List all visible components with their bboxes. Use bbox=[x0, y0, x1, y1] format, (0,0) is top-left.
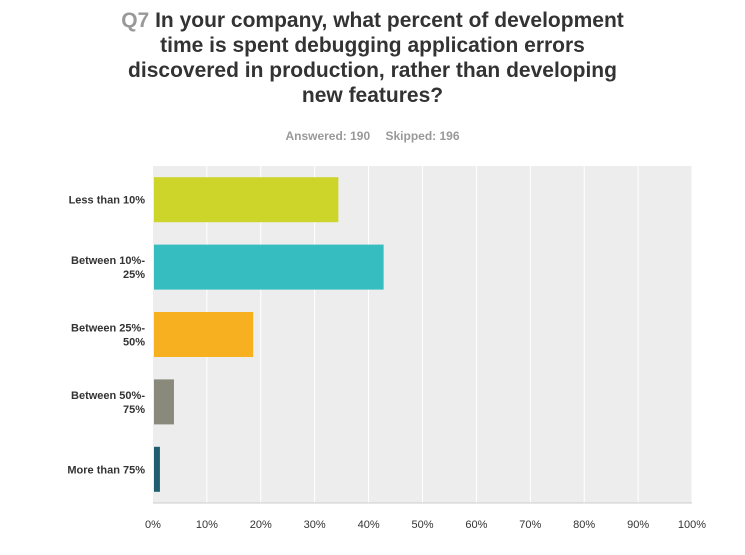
x-tick-label: 30% bbox=[304, 519, 326, 531]
category-label: Between 25%- 50% bbox=[71, 323, 145, 349]
bar bbox=[154, 379, 174, 425]
x-tick-label: 80% bbox=[573, 519, 595, 531]
question-text: In your company, what percent of develop… bbox=[128, 9, 624, 107]
bar bbox=[154, 446, 160, 492]
x-tick-label: 0% bbox=[145, 519, 161, 531]
x-tick-label: 90% bbox=[627, 519, 649, 531]
category-label-line: 25% bbox=[123, 269, 145, 281]
x-tick-labels: 0% 10% 20% 30% 40% 50% 60% 70% 80% 90% 100% bbox=[145, 519, 706, 531]
category-label-line: Between 50%- bbox=[71, 390, 145, 402]
bar bbox=[154, 177, 339, 223]
category-label: Less than 10% bbox=[69, 195, 146, 207]
response-stats: Answered: 190 Skipped: 196 bbox=[0, 129, 745, 143]
category-label-line: Between 10%- bbox=[71, 255, 145, 267]
x-tick-label: 20% bbox=[250, 519, 272, 531]
category-label: More than 75% bbox=[67, 464, 145, 476]
x-tick-label: 10% bbox=[196, 519, 218, 531]
answered-count: Answered: 190 bbox=[285, 129, 371, 143]
category-label: Between 50%- 75% bbox=[71, 390, 145, 416]
category-label-line: Less than 10% bbox=[69, 195, 146, 207]
question-number: Q7 bbox=[121, 9, 150, 32]
category-label-line: 75% bbox=[123, 404, 145, 416]
category-labels: Less than 10% Between 10%- 25% Between 25%-… bbox=[67, 195, 145, 477]
category-label-line: 50% bbox=[123, 337, 145, 349]
bar bbox=[154, 312, 254, 357]
skipped-count: Skipped: 196 bbox=[385, 129, 460, 143]
x-tick-label: 100% bbox=[678, 519, 706, 531]
title-block: Q7 In your company, what percent of deve… bbox=[0, 8, 745, 108]
question-title: Q7 In your company, what percent of deve… bbox=[113, 8, 633, 108]
gridlines bbox=[153, 166, 693, 504]
category-label-line: More than 75% bbox=[67, 464, 145, 476]
category-label-line: Between 25%- bbox=[71, 323, 145, 335]
x-tick-label: 50% bbox=[411, 519, 433, 531]
x-tick-label: 40% bbox=[358, 519, 380, 531]
x-tick-label: 60% bbox=[465, 519, 487, 531]
bars bbox=[154, 177, 384, 492]
bar bbox=[154, 244, 384, 290]
x-tick-label: 70% bbox=[519, 519, 541, 531]
category-label: Between 10%- 25% bbox=[71, 255, 145, 281]
